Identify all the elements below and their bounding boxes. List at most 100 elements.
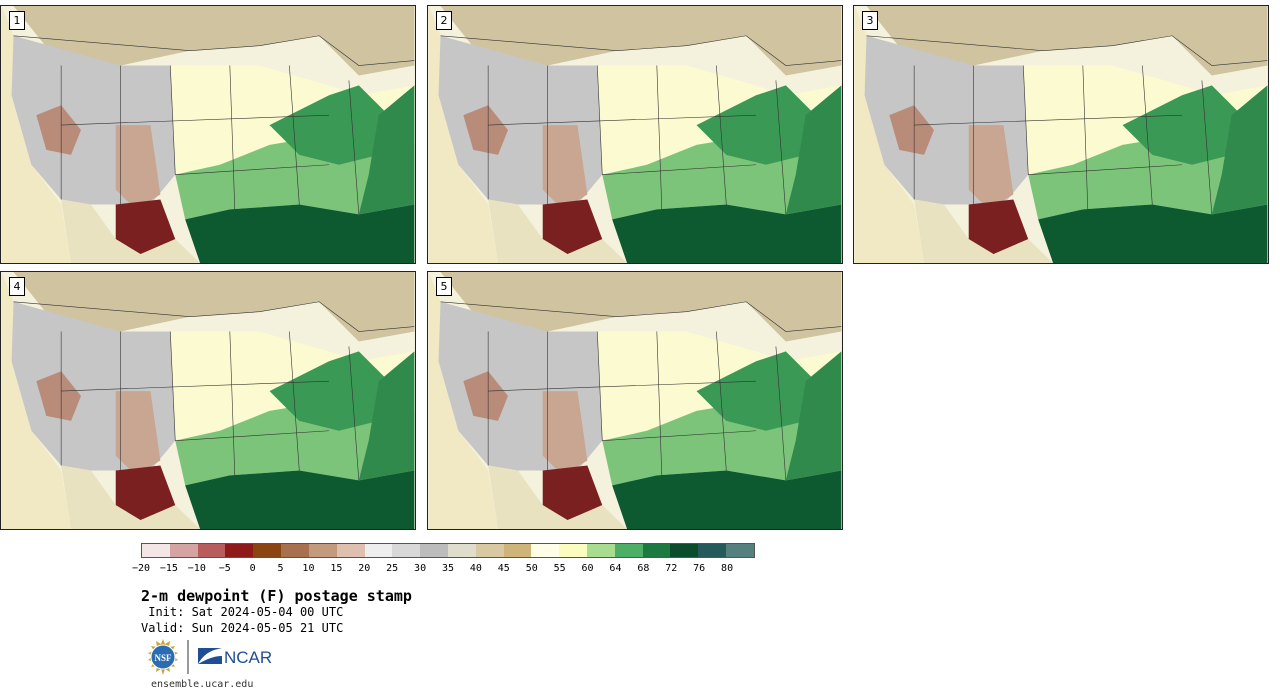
- east-humid: [269, 351, 389, 431]
- colorbar-tick-label: 76: [693, 563, 706, 574]
- great-basin-dry: [36, 371, 81, 421]
- stamp-panel-5: 5: [427, 271, 843, 530]
- dewpoint-map-4: [1, 272, 415, 529]
- colorbar-tick-label: 80: [721, 563, 734, 574]
- dewpoint-map-3: [854, 6, 1268, 263]
- political-boundaries: [866, 35, 1268, 215]
- colorbar-tick-label: 64: [609, 563, 622, 574]
- atlantic-ocean: [358, 85, 415, 215]
- colorbar-swatch: [642, 544, 671, 557]
- rockies-dry: [542, 391, 588, 476]
- east-humid: [1122, 85, 1242, 165]
- colorbar-swatch: [364, 544, 393, 557]
- colorbar-swatch: [392, 544, 421, 557]
- atlantic-ocean: [358, 351, 415, 481]
- gulf-of-mexico: [612, 470, 842, 529]
- colorbar-tick-label: 0: [249, 563, 256, 574]
- rockies-dry: [968, 125, 1014, 210]
- plot-title: 2-m dewpoint (F) postage stamp: [141, 587, 412, 605]
- texas-very-dry: [968, 199, 1029, 255]
- nsf-logo: NSF: [148, 639, 178, 675]
- colorbar-tick-label: −10: [187, 563, 206, 574]
- stamp-panel-4: 4: [0, 271, 416, 530]
- atlantic-ocean: [785, 351, 842, 481]
- mexico-land: [61, 199, 201, 263]
- great-basin-dry: [463, 371, 508, 421]
- colorbar-tick-label: −20: [131, 563, 151, 574]
- colorbar-swatch: [142, 544, 170, 557]
- canada-land: [13, 6, 415, 76]
- colorbar-swatch: [559, 544, 587, 557]
- pacific-ocean: [854, 6, 925, 263]
- colorbar-tick-label: 20: [358, 563, 371, 574]
- canada-land: [440, 6, 842, 76]
- atlantic-ocean: [1211, 85, 1268, 215]
- colorbar-swatch: [503, 544, 532, 557]
- colorbar-swatch: [281, 544, 309, 557]
- rockies-dry: [542, 125, 588, 210]
- panel-number: 1: [9, 11, 25, 30]
- mexico-land: [488, 465, 628, 529]
- colorbar-tick-label: −15: [159, 563, 178, 574]
- nsf-logo-text: NSF: [154, 653, 172, 663]
- dewpoint-map-5: [428, 272, 842, 529]
- pacific-ocean: [1, 6, 72, 263]
- pacific-ocean: [428, 272, 499, 529]
- colorbar-tick-label: 15: [330, 563, 343, 574]
- great-basin-dry: [36, 105, 81, 155]
- gulf-of-mexico: [185, 204, 415, 263]
- texas-very-dry: [115, 199, 176, 255]
- website-link[interactable]: ensemble.ucar.edu: [151, 679, 254, 690]
- logos: NSF NCAR: [148, 639, 272, 675]
- ncar-logo: NCAR: [198, 648, 272, 667]
- colorbar-swatch: [336, 544, 365, 557]
- stamp-panel-2: 2: [427, 5, 843, 264]
- panel-number: 3: [862, 11, 878, 30]
- dewpoint-colorbar: [141, 543, 755, 558]
- colorbar-ticks: −20 −15 −10 −5 0 5 10 15 20 25 30 35 40 45 50 55 60 64 68 7…: [132, 563, 755, 577]
- east-humid: [696, 85, 816, 165]
- ncar-logo-text: NCAR: [224, 648, 272, 667]
- canada-land: [866, 6, 1268, 76]
- colorbar-swatch: [197, 544, 226, 557]
- mexico-land: [488, 199, 628, 263]
- gulf-of-mexico: [612, 204, 842, 263]
- rockies-dry: [115, 125, 161, 210]
- colorbar-tick-label: 35: [441, 563, 455, 574]
- colorbar-swatch: [253, 544, 282, 557]
- dewpoint-map-1: [1, 6, 415, 263]
- pacific-ocean: [428, 6, 499, 263]
- colorbar-tick-label: 5: [277, 563, 284, 574]
- colorbar-tick-label: 60: [581, 563, 594, 574]
- gulf-of-mexico: [1038, 204, 1268, 263]
- colorbar-swatch: [531, 544, 560, 557]
- colorbar-tick-label: 72: [665, 563, 678, 574]
- colorbar-tick-label: 10: [302, 563, 315, 574]
- stamp-panel-3: 3: [853, 5, 1269, 264]
- colorbar-tick-label: 45: [497, 563, 510, 574]
- colorbar-swatch: [225, 544, 254, 557]
- panel-number: 5: [436, 277, 452, 296]
- colorbar-swatch: [698, 544, 727, 557]
- dewpoint-map-2: [428, 6, 842, 263]
- colorbar-tick-label: 40: [469, 563, 482, 574]
- panel-number: 2: [436, 11, 452, 30]
- political-boundaries: [440, 35, 842, 215]
- great-basin-dry: [463, 105, 508, 155]
- init-time: Init: Sat 2024-05-04 00 UTC: [141, 605, 344, 619]
- texas-very-dry: [542, 465, 603, 521]
- pacific-ocean: [1, 272, 72, 529]
- canada-land: [440, 272, 842, 342]
- colorbar-tick-label: 25: [386, 563, 399, 574]
- canada-land: [13, 272, 415, 342]
- colorbar-swatch: [614, 544, 643, 557]
- colorbar-swatch: [420, 544, 448, 557]
- colorbar-tick-label: 68: [637, 563, 650, 574]
- colorbar-tick-label: 30: [414, 563, 427, 574]
- colorbar-swatch: [308, 544, 337, 557]
- texas-very-dry: [542, 199, 603, 255]
- political-boundaries: [13, 35, 415, 215]
- atlantic-ocean: [785, 85, 842, 215]
- colorbar-swatch: [726, 544, 754, 557]
- colorbar-tick-label: −5: [218, 563, 231, 574]
